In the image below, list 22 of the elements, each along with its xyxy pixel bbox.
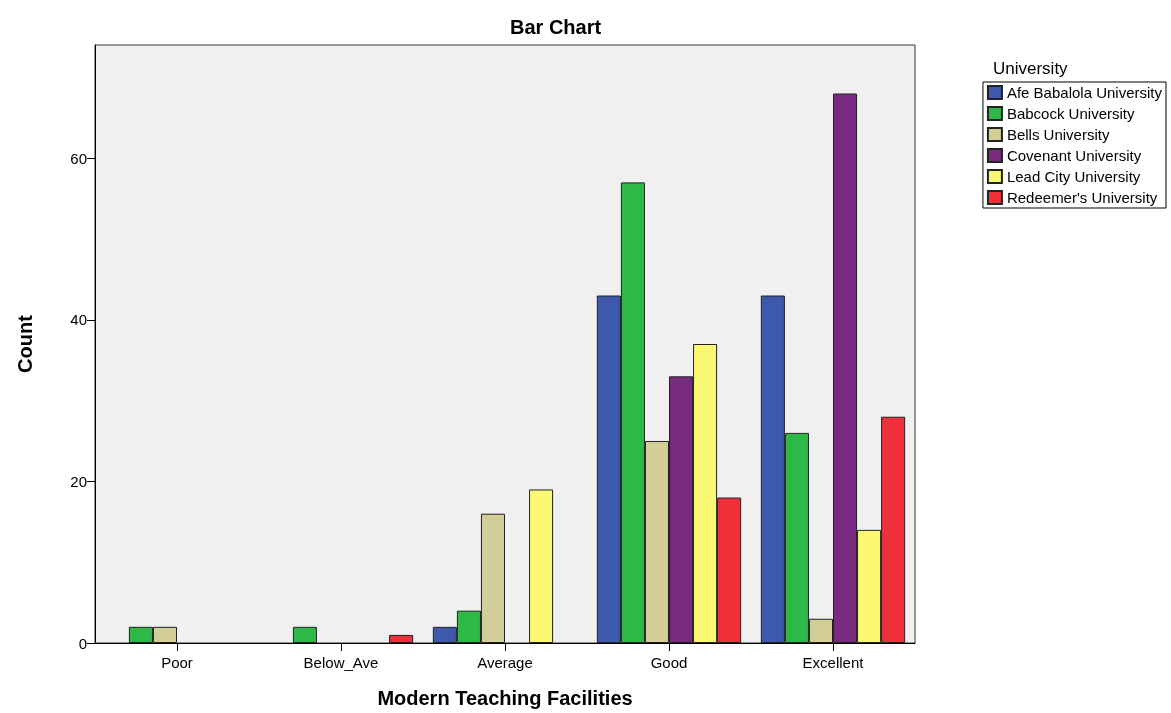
x-tick-label: Average [477,654,533,671]
chart-title: Bar Chart [510,16,602,38]
x-tick-label: Excellent [802,654,865,671]
legend-label: Lead City University [1006,168,1141,185]
y-tick-label: 40 [70,311,87,329]
bar [292,626,317,643]
x-axis-title: Modern Teaching Facilities [377,687,633,709]
x-tick-label: Good [650,654,688,671]
y-tick-label: 0 [78,634,87,652]
bar [389,634,414,643]
x-tick-label: Poor [161,654,193,671]
y-tick-label: 60 [70,149,87,167]
bar [529,489,554,643]
legend-label: Afe Babalola University [1006,84,1163,101]
legend-label: Bells University [1006,126,1110,143]
legend-label: Babcock University [1006,105,1135,122]
y-axis-title: Count [14,314,36,373]
legend-title: University [993,59,1069,78]
x-tick-label: Below_Ave [303,654,379,671]
legend-label: Covenant University [1006,147,1142,164]
y-tick-label: 20 [70,472,87,490]
legend-label: Redeemer's University [1006,189,1158,206]
